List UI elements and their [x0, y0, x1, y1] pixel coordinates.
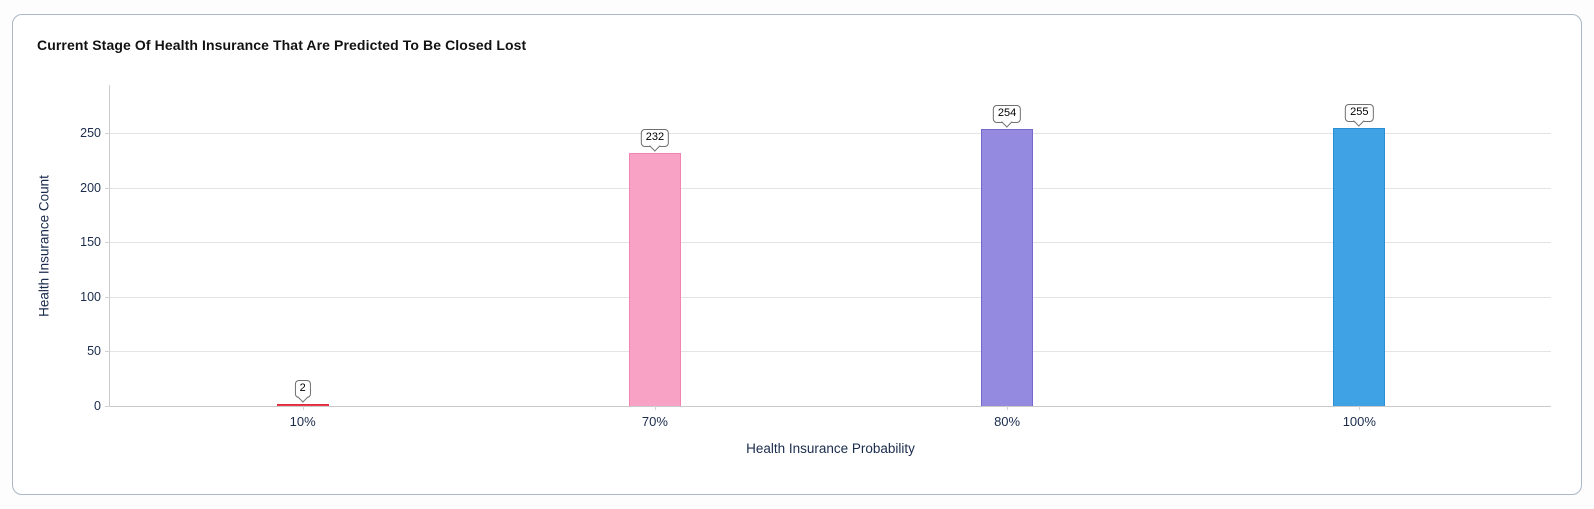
gridline: [110, 242, 1551, 244]
plot-area: Health Insurance Count Health Insurance …: [37, 85, 1551, 456]
gridline: [110, 351, 1551, 353]
bar-100%[interactable]: [1333, 127, 1386, 406]
gridline: [110, 187, 1551, 189]
value-badge-100%: 255: [1345, 103, 1374, 122]
y-axis-tick: [105, 187, 110, 189]
y-axis-tick: [105, 351, 110, 353]
gridline: [110, 296, 1551, 298]
x-axis-tick: [1359, 406, 1361, 410]
y-axis-title: Health Insurance Count: [36, 174, 52, 317]
y-tick-label: 50: [87, 344, 101, 359]
y-tick-label: 100: [80, 289, 101, 304]
bar-80%[interactable]: [981, 128, 1034, 406]
chart-title: Current Stage Of Health Insurance That A…: [37, 37, 527, 53]
chart-card: Current Stage Of Health Insurance That A…: [12, 14, 1582, 495]
x-axis-tick: [302, 406, 304, 410]
y-tick-label: 150: [80, 235, 101, 250]
x-tick-label: 80%: [994, 414, 1021, 429]
y-tick-label: 250: [80, 126, 101, 141]
x-tick-label: 10%: [289, 414, 316, 429]
gridline: [110, 133, 1551, 135]
value-badge-10%: 2: [294, 379, 311, 398]
y-axis-tick: [105, 296, 110, 298]
x-tick-label: 100%: [1342, 414, 1376, 429]
y-tick-label: 0: [94, 399, 101, 413]
y-axis-tick: [105, 133, 110, 135]
x-tick-label: 70%: [641, 414, 668, 429]
bar-10%[interactable]: [276, 403, 329, 406]
y-tick-label: 200: [80, 180, 101, 195]
x-axis-title: Health Insurance Probability: [746, 441, 915, 456]
x-axis-tick: [1007, 406, 1009, 410]
bar-70%[interactable]: [628, 152, 681, 406]
value-badge-80%: 254: [992, 104, 1022, 123]
x-axis-line: [110, 406, 1551, 407]
value-badge-70%: 232: [640, 128, 670, 147]
y-axis-tick: [105, 242, 110, 244]
x-axis-tick: [654, 406, 656, 410]
y-axis-tick: [105, 406, 110, 407]
